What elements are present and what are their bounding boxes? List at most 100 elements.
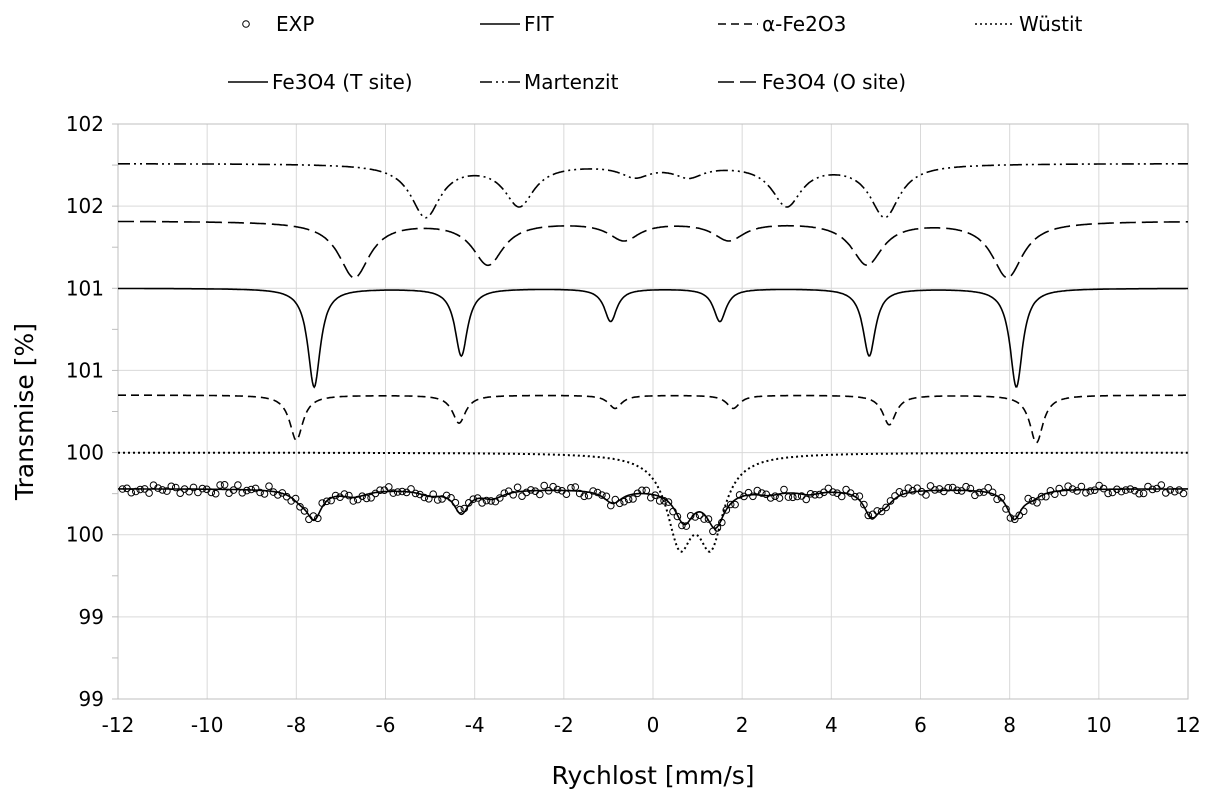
series-exp xyxy=(118,481,1188,536)
exp-point xyxy=(735,491,744,499)
exp-point xyxy=(473,494,482,502)
legend-marker xyxy=(242,20,250,28)
exp-point xyxy=(784,493,793,501)
exp-point xyxy=(789,493,797,502)
exp-point xyxy=(1099,484,1108,493)
exp-point xyxy=(975,488,984,497)
exp-point xyxy=(686,512,695,520)
exp-point xyxy=(1051,490,1059,499)
x-axis-ticks: -12 -10 -8 -6 -4 -2 0 2 4 6 8 10 12 xyxy=(102,713,1201,737)
exp-point xyxy=(624,495,633,504)
exp-point xyxy=(851,492,859,501)
exp-point xyxy=(447,494,455,502)
exp-point xyxy=(1175,486,1183,494)
series-wustite xyxy=(118,451,1188,553)
exp-point xyxy=(234,481,242,489)
exp-point xyxy=(1068,485,1077,493)
exp-point xyxy=(136,485,144,494)
grid-lines xyxy=(117,123,1189,700)
exp-point xyxy=(500,489,509,498)
exp-point xyxy=(673,512,682,521)
exp-point xyxy=(922,491,930,499)
exp-point xyxy=(536,490,544,499)
exp-point xyxy=(509,491,518,499)
y-tick-label: 99 xyxy=(79,605,104,629)
exp-point xyxy=(180,485,189,493)
exp-point xyxy=(642,486,651,495)
exp-point xyxy=(522,488,531,497)
y-axis-ticks: 99 99 100 100 101 101 102 102 xyxy=(66,112,118,711)
exp-point xyxy=(540,481,549,490)
exp-point xyxy=(713,524,722,532)
exp-point xyxy=(145,489,153,497)
legend-label: EXP xyxy=(276,12,314,36)
exp-point xyxy=(793,492,802,501)
exp-point xyxy=(1019,507,1028,516)
exp-point xyxy=(829,488,837,496)
exp-point xyxy=(211,489,220,498)
exp-point xyxy=(771,492,779,501)
x-tick-label: 10 xyxy=(1086,713,1111,737)
exp-point xyxy=(349,497,358,505)
exp-point xyxy=(567,484,575,492)
x-tick-label: 2 xyxy=(736,713,749,737)
exp-point xyxy=(1024,494,1032,503)
exp-point xyxy=(207,488,216,497)
exp-point xyxy=(780,485,788,494)
exp-point xyxy=(123,484,131,493)
exp-point xyxy=(198,484,207,493)
exp-point xyxy=(456,505,464,514)
exp-point xyxy=(287,497,296,505)
exp-point xyxy=(669,507,677,516)
exp-point xyxy=(837,492,846,501)
exp-point xyxy=(256,488,264,497)
legend-label: Fe3O4 (O site) xyxy=(762,70,906,94)
exp-point xyxy=(442,491,451,500)
exp-point xyxy=(171,483,180,492)
exp-point xyxy=(429,490,438,499)
exp-point xyxy=(1006,514,1015,522)
exp-point xyxy=(647,493,655,502)
exp-point xyxy=(1077,482,1086,491)
exp-point xyxy=(651,491,660,500)
exp-point xyxy=(1042,492,1050,501)
exp-point xyxy=(389,489,398,497)
exp-point xyxy=(274,491,282,499)
exp-point xyxy=(398,487,407,496)
exp-point xyxy=(425,495,433,503)
exp-point xyxy=(367,494,375,502)
exp-point xyxy=(407,485,415,493)
x-tick-label: 0 xyxy=(647,713,660,737)
exp-point xyxy=(944,484,953,492)
exp-point xyxy=(562,490,571,499)
exp-point xyxy=(1108,488,1117,497)
exp-point xyxy=(775,494,784,502)
exp-point xyxy=(296,503,304,511)
exp-point xyxy=(855,492,864,501)
exp-point xyxy=(185,487,193,496)
exp-point xyxy=(1033,499,1041,507)
exp-point xyxy=(513,483,522,492)
exp-point xyxy=(380,486,389,495)
exp-point xyxy=(709,527,717,536)
exp-point xyxy=(331,491,340,500)
exp-point xyxy=(1002,505,1010,513)
exp-point xyxy=(815,490,824,499)
exp-point xyxy=(607,501,615,510)
exp-point xyxy=(478,499,486,507)
exp-point xyxy=(860,500,868,509)
exp-point xyxy=(908,486,917,495)
chart-legend: EXP FIT α-Fe2O3 Wüstit Fe3O4 (T site) Martenz… xyxy=(228,12,1083,94)
x-tick-label: 8 xyxy=(1003,713,1016,737)
exp-point xyxy=(1011,515,1019,524)
exp-point xyxy=(260,490,269,498)
exp-point xyxy=(660,497,668,505)
exp-point xyxy=(220,481,229,489)
exp-point xyxy=(247,485,255,494)
exp-point xyxy=(615,499,624,508)
exp-point xyxy=(1113,485,1121,494)
exp-point xyxy=(376,486,384,495)
exp-point xyxy=(1086,487,1095,495)
exp-point xyxy=(997,493,1006,502)
